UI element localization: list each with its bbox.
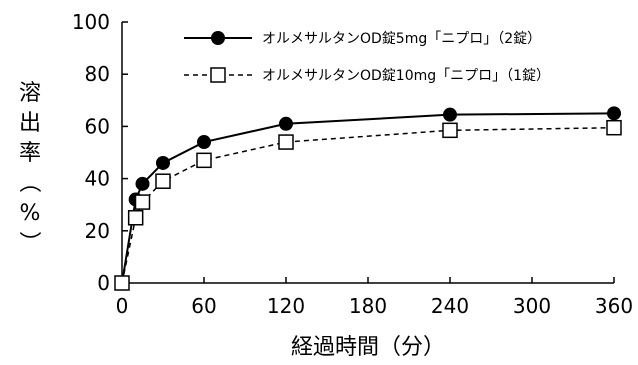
legend: オルメサルタンOD錠5mg「ニプロ」（2錠） オルメサルタンOD錠10mg「ニプ… — [184, 31, 550, 84]
data-point-square — [196, 152, 212, 169]
x-tick-label: 0 — [116, 294, 129, 318]
y-tick-label: 40 — [85, 167, 110, 191]
y-tick-label: 0 — [97, 271, 110, 295]
data-point-circle — [135, 176, 150, 191]
ticks — [121, 21, 615, 284]
legend-label-series-1: オルメサルタンOD錠5mg「ニプロ」（2錠） — [262, 31, 541, 47]
data-point-square — [127, 210, 144, 226]
y-axis-label-char: ） — [16, 231, 41, 253]
series-layer — [114, 106, 622, 291]
x-tick-label: 180 — [349, 294, 387, 318]
legend-marker-open-square — [210, 67, 226, 83]
x-tick-label: 60 — [191, 294, 216, 318]
series-line — [121, 126, 615, 284]
legend-label-series-2: オルメサルタンOD錠10mg「ニプロ」（1錠） — [262, 68, 550, 84]
x-tick-label: 360 — [595, 294, 633, 318]
data-point-square — [155, 173, 171, 189]
y-tick-label: 20 — [85, 219, 110, 243]
legend-marker-filled-circle — [211, 31, 225, 45]
data-point-circle — [156, 155, 170, 170]
x-axis-label: 経過時間（分） — [291, 335, 445, 360]
y-axis-label-char: % — [20, 201, 41, 226]
series-line — [121, 112, 615, 284]
series-2 — [114, 119, 622, 291]
data-point-square — [278, 134, 294, 150]
x-tick-label: 240 — [431, 294, 469, 318]
data-point-circle — [443, 107, 457, 122]
data-point-square — [134, 194, 151, 210]
x-tick-label: 300 — [513, 294, 551, 318]
y-axis-label-char: （ — [16, 171, 41, 193]
y-axis-label-char: 溶 — [19, 81, 41, 106]
y-tick-label: 60 — [85, 114, 110, 138]
y-tick-label: 80 — [85, 62, 110, 86]
data-point-circle — [279, 116, 293, 131]
y-axis-label-char: 率 — [19, 141, 41, 166]
y-axis-label: 溶出率 （% ） — [16, 81, 41, 253]
data-point-square — [606, 119, 622, 136]
data-point-circle — [607, 106, 621, 121]
series-1 — [115, 106, 621, 290]
x-tick-label: 120 — [267, 294, 305, 318]
axes — [121, 22, 614, 284]
tick-labels: 0 20 40 60 80 100 0 60 120 180 240 300 360 — [72, 10, 633, 318]
data-point-square — [114, 275, 130, 291]
data-point-square — [442, 122, 458, 139]
data-point-circle — [197, 135, 211, 150]
y-axis-label-char: 出 — [19, 111, 41, 136]
y-tick-label: 100 — [72, 10, 110, 34]
